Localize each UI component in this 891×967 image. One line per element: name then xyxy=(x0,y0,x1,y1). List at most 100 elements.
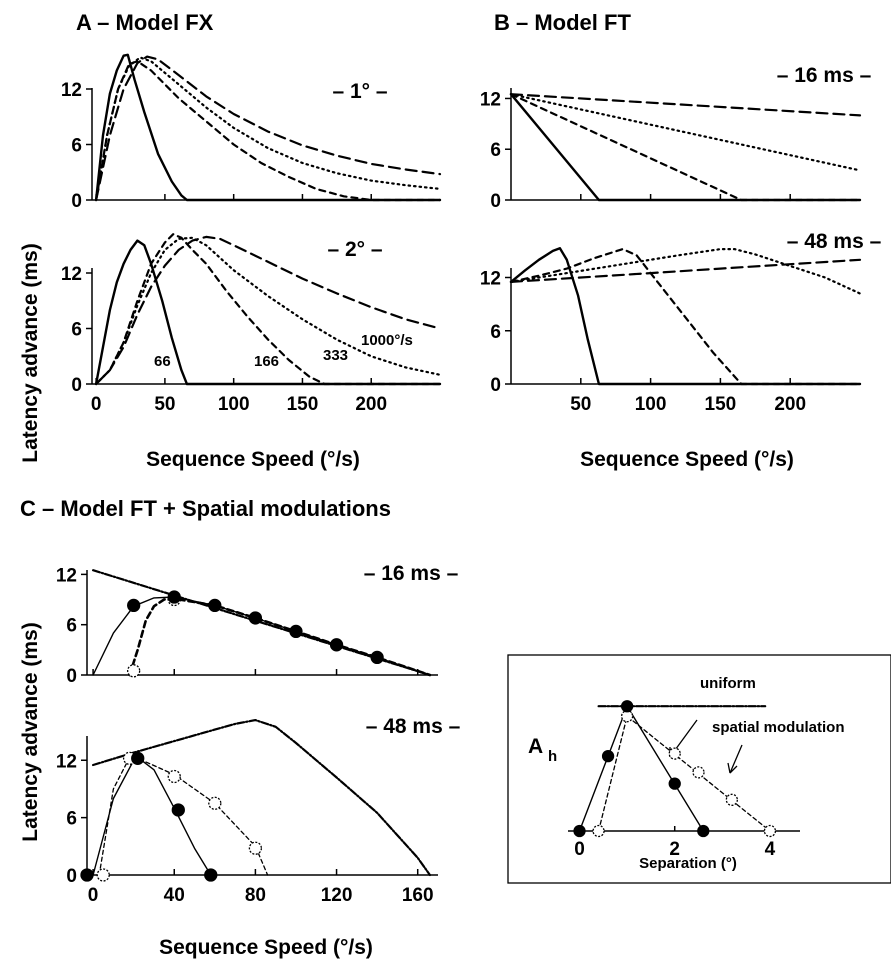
inset-marker-filled xyxy=(668,777,681,790)
inset-ylabel-sub: h xyxy=(548,748,557,765)
c2-y-tick-label: 12 xyxy=(56,751,77,772)
panel-c-xlabel: Sequence Speed (°/s) xyxy=(159,936,373,959)
a2-annotation-333: 333 xyxy=(323,347,348,364)
c2-marker-open xyxy=(208,796,222,810)
panel-a-xlabel: Sequence Speed (°/s) xyxy=(146,448,360,471)
b1-series-dashed xyxy=(509,93,862,202)
c1-marker-filled xyxy=(208,598,222,613)
c2-marker-open xyxy=(96,868,110,882)
inset-frame xyxy=(507,654,891,884)
b1-y-tick-label: 12 xyxy=(480,89,501,110)
b1-series-longdash xyxy=(509,93,862,117)
inset-series-solid-thin xyxy=(578,705,704,832)
c1-marker-open xyxy=(127,664,141,678)
b1-y-tick-label: 0 xyxy=(490,191,501,212)
c1-label: – 16 ms – xyxy=(364,562,459,585)
c2-series-dashdot xyxy=(92,719,431,877)
c2-series-solid-thin xyxy=(92,756,212,876)
a1-series-longdash xyxy=(95,55,442,202)
inset-x-tick-label: 2 xyxy=(669,839,680,860)
b1-series-solid xyxy=(509,93,862,202)
c1-marker-filled xyxy=(127,598,141,613)
a2-x-tick-label: 50 xyxy=(154,394,175,415)
panel-c-ylabel: Latency advance (ms) xyxy=(19,622,42,841)
c2-marker-filled xyxy=(204,868,218,882)
c1-marker-filled xyxy=(329,638,344,652)
inset-marker-open xyxy=(763,824,777,838)
a2-series-longdash xyxy=(95,235,442,386)
b2-x-tick-label: 100 xyxy=(635,394,667,415)
b1-y-tick-label: 6 xyxy=(490,140,501,161)
inset-marker-filled xyxy=(573,824,586,838)
inset-uniform-label: uniform xyxy=(700,675,756,692)
c2-y-tick-label: 6 xyxy=(66,809,77,830)
c2-marker-filled xyxy=(80,868,94,882)
panel-c-title: C – Model FT + Spatial modulations xyxy=(20,496,391,521)
b2-label: – 48 ms – xyxy=(787,230,882,253)
a2-series-dashed xyxy=(95,233,442,386)
inset-arrow-2 xyxy=(729,744,743,774)
c1-marker-filled xyxy=(289,624,303,639)
inset-marker-filled xyxy=(601,749,615,763)
c2-series-dashed-thin xyxy=(98,756,269,876)
a1-label: – 1° – xyxy=(332,80,387,103)
b1-label: – 16 ms – xyxy=(777,64,872,87)
b2-y-tick-label: 12 xyxy=(480,269,501,290)
c2-x-tick-label: 80 xyxy=(245,885,266,906)
a2-annotation-66: 66 xyxy=(154,353,171,370)
c1-marker-filled xyxy=(167,590,181,604)
c2-x-tick-label: 40 xyxy=(164,885,185,906)
c2-y-tick-label: 0 xyxy=(66,866,77,887)
b2-series-dotted xyxy=(509,248,862,295)
b2-series-longdash xyxy=(509,258,862,283)
inset-marker-open xyxy=(692,766,705,779)
c2-x-tick-label: 160 xyxy=(402,885,434,906)
panel-b-xlabel: Sequence Speed (°/s) xyxy=(580,448,794,471)
c1-y-tick-label: 6 xyxy=(66,616,77,637)
inset-x-tick-label: 0 xyxy=(574,839,585,860)
c1-y-tick-label: 0 xyxy=(66,666,77,687)
c2-x-tick-label: 0 xyxy=(88,885,99,906)
inset-marker-open xyxy=(592,824,605,838)
a2-series-solid xyxy=(94,239,442,386)
a2-annotation-1000: 1000°/s xyxy=(361,332,413,349)
panel-a-ylabel: Latency advance (ms) xyxy=(19,243,42,462)
c1-series-dashed-thick xyxy=(128,597,432,677)
b2-y-tick-label: 0 xyxy=(490,375,501,396)
inset-spatial-label: spatial modulation xyxy=(712,719,845,736)
inset-marker-open xyxy=(725,793,738,806)
inset-marker-filled xyxy=(697,824,710,838)
a2-y-tick-label: 12 xyxy=(61,264,82,285)
c2-marker-filled xyxy=(171,803,185,817)
c2-marker-filled xyxy=(131,751,145,765)
b2-x-tick-label: 150 xyxy=(705,394,737,415)
a1-y-tick-label: 0 xyxy=(71,191,82,212)
inset-x-tick-label: 4 xyxy=(765,839,776,860)
a1-y-tick-label: 6 xyxy=(71,136,82,157)
c2-label: – 48 ms – xyxy=(366,715,461,738)
b2-x-tick-label: 200 xyxy=(774,394,806,415)
b2-x-tick-label: 50 xyxy=(570,394,591,415)
c2-marker-open xyxy=(248,841,263,855)
c1-marker-filled xyxy=(370,650,384,665)
inset-marker-open xyxy=(668,747,681,760)
b2-y-tick-label: 6 xyxy=(490,322,501,343)
panel-a-title: A – Model FX xyxy=(76,10,214,35)
inset-ylabel: A xyxy=(528,735,543,758)
a2-x-tick-label: 200 xyxy=(355,394,387,415)
inset-xlabel: Separation (°) xyxy=(639,855,737,872)
a1-series-dotted xyxy=(95,56,442,202)
inset-marker-filled xyxy=(620,700,634,713)
a2-y-tick-label: 6 xyxy=(71,320,82,341)
b2-series-dashed xyxy=(509,248,862,386)
c2-x-tick-label: 120 xyxy=(321,885,353,906)
a2-label: – 2° – xyxy=(327,238,382,261)
a2-x-tick-label: 100 xyxy=(218,394,250,415)
c1-marker-filled xyxy=(248,611,263,625)
c1-y-tick-label: 12 xyxy=(56,565,77,586)
a2-y-tick-label: 0 xyxy=(71,375,82,396)
a2-x-tick-label: 150 xyxy=(287,394,319,415)
b1-series-dotted xyxy=(509,93,862,172)
